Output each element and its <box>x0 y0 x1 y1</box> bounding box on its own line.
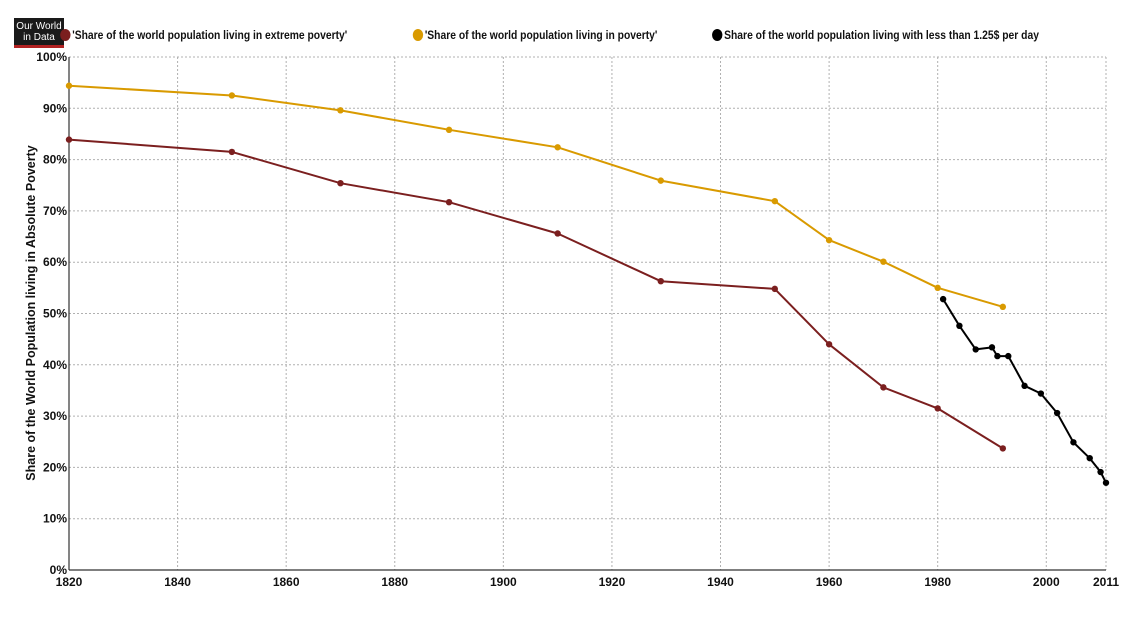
data-point[interactable] <box>554 230 561 237</box>
y-tick-label: 20% <box>43 460 67 474</box>
y-tick-label: 10% <box>43 512 67 526</box>
series-1 <box>65 82 1007 311</box>
data-point[interactable] <box>771 197 779 205</box>
y-tick-label: 0% <box>50 563 68 577</box>
data-point[interactable] <box>1097 468 1104 476</box>
chart-grid <box>68 56 1107 571</box>
data-point[interactable] <box>956 322 963 330</box>
data-point[interactable] <box>934 284 941 292</box>
x-tick-label: 1920 <box>599 575 626 589</box>
legend-item-extreme-poverty[interactable]: 'Share of the world population living in… <box>60 28 347 42</box>
data-point[interactable] <box>939 295 947 303</box>
y-tick-label: 30% <box>43 409 67 423</box>
x-tick-label: 1860 <box>273 575 300 589</box>
data-point[interactable] <box>934 405 941 412</box>
x-tick-label: 1880 <box>381 575 408 589</box>
data-point[interactable] <box>771 285 779 293</box>
data-point[interactable] <box>1102 479 1110 486</box>
data-point[interactable] <box>994 352 1001 360</box>
logo-line-2: in Data <box>23 32 55 43</box>
x-tick-label: 1940 <box>707 575 734 589</box>
chart-series <box>65 82 1110 486</box>
x-tick-label: 1960 <box>816 575 843 589</box>
data-point[interactable] <box>825 341 833 348</box>
chart-axes: 0% 10% 20% 30% 40% 50% 60% 70% 80% 90% 100% 1820 184… <box>36 50 1119 589</box>
x-tick-label: 1820 <box>56 575 83 589</box>
data-point[interactable] <box>880 258 887 265</box>
legend-item-less-than-1-25[interactable]: Share of the world population living wit… <box>712 28 1039 42</box>
legend-marker-less-than-1-25 <box>712 29 723 41</box>
data-point[interactable] <box>988 344 996 351</box>
data-point[interactable] <box>972 346 979 353</box>
x-tick-label: 1840 <box>164 575 191 589</box>
y-tick-label: 50% <box>43 307 67 321</box>
data-point[interactable] <box>1005 352 1012 360</box>
series-2 <box>939 295 1110 486</box>
legend-label-less-than-1-25: Share of the world population living wit… <box>724 28 1039 42</box>
y-tick-label: 90% <box>43 101 67 115</box>
data-point[interactable] <box>880 384 887 391</box>
data-point[interactable] <box>825 236 833 244</box>
legend-item-poverty[interactable]: 'Share of the world population living in… <box>412 28 658 42</box>
data-point[interactable] <box>445 126 453 134</box>
data-point[interactable] <box>1021 382 1028 390</box>
data-point[interactable] <box>1037 390 1045 397</box>
data-point[interactable] <box>228 148 236 156</box>
data-point[interactable] <box>999 303 1007 311</box>
data-point[interactable] <box>65 136 73 143</box>
series-line <box>68 84 1004 308</box>
x-tick-label: 1900 <box>490 575 517 589</box>
y-tick-label: 40% <box>43 358 67 372</box>
logo-line-1: Our World <box>16 21 62 32</box>
data-point[interactable] <box>445 198 453 206</box>
data-point[interactable] <box>657 277 664 285</box>
data-point[interactable] <box>337 107 344 114</box>
x-tick-label: 2000 <box>1033 575 1060 589</box>
our-world-in-data-logo: Our World in Data <box>14 18 64 48</box>
data-point[interactable] <box>1070 439 1077 446</box>
data-point[interactable] <box>228 92 236 99</box>
data-point[interactable] <box>337 179 344 187</box>
series-line <box>942 298 1107 484</box>
data-point[interactable] <box>1053 409 1061 417</box>
x-tick-label: 1980 <box>924 575 951 589</box>
data-point[interactable] <box>999 445 1007 452</box>
legend-label-poverty: 'Share of the world population living in… <box>424 28 658 42</box>
y-tick-label: 100% <box>36 50 67 64</box>
y-tick-label: 70% <box>43 204 67 218</box>
x-tick-label: 2011 <box>1093 575 1119 589</box>
legend-label-extreme-poverty: 'Share of the world population living in… <box>72 28 348 42</box>
y-tick-label: 80% <box>43 153 67 167</box>
data-point[interactable] <box>1086 454 1093 462</box>
y-tick-label: 60% <box>43 255 67 269</box>
data-point[interactable] <box>65 82 73 89</box>
series-0 <box>65 136 1007 452</box>
data-point[interactable] <box>657 177 664 184</box>
legend-marker-poverty <box>412 29 424 41</box>
series-line <box>68 138 1004 450</box>
legend-marker-extreme-poverty <box>60 29 71 41</box>
data-point[interactable] <box>554 144 561 151</box>
